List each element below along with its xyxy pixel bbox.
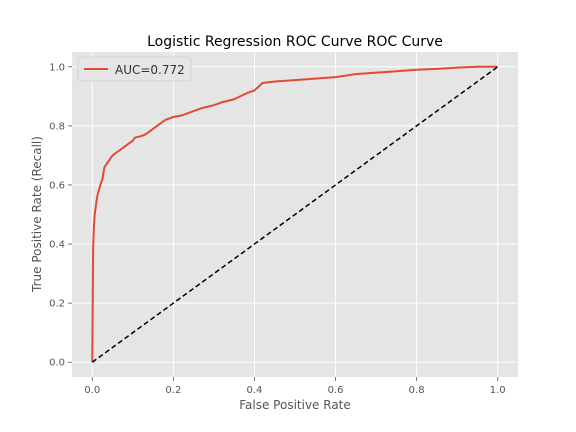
legend: AUC=0.772 — [78, 57, 191, 81]
y-tick-label: 0.2 — [49, 299, 65, 310]
legend-label: AUC=0.772 — [115, 63, 185, 77]
y-tick-label: 0.8 — [49, 121, 65, 132]
x-tick-label: 1.0 — [490, 385, 506, 396]
y-tick-label: 0.6 — [49, 180, 65, 191]
x-tick-label: 0.0 — [84, 385, 100, 396]
x-tick-label: 0.4 — [247, 385, 263, 396]
x-tick-label: 0.8 — [409, 385, 425, 396]
y-tick-label: 0.4 — [49, 240, 65, 251]
y-tick-label: 0.0 — [49, 358, 65, 369]
y-tick-label: 1.0 — [49, 62, 65, 73]
x-axis-label: False Positive Rate — [239, 398, 351, 412]
chart-title: Logistic Regression ROC Curve ROC Curve — [147, 34, 443, 50]
x-tick-label: 0.6 — [328, 385, 344, 396]
y-axis-label: True Positive Rate (Recall) — [30, 136, 44, 293]
x-tick-label: 0.2 — [165, 385, 181, 396]
